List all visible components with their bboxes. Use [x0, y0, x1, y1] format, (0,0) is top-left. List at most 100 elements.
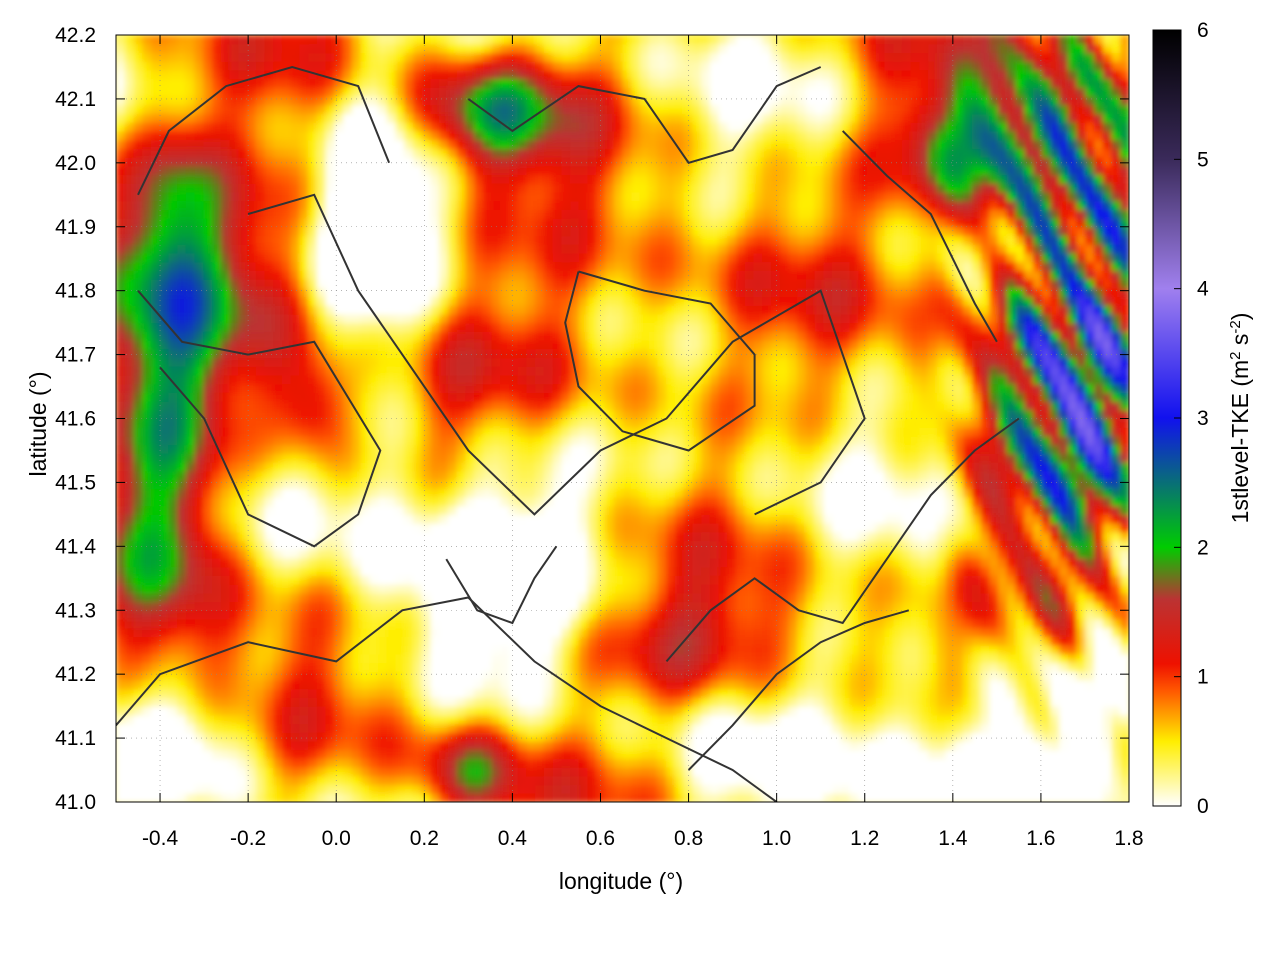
heatmap-cell	[587, 531, 597, 542]
heatmap-cell	[893, 566, 903, 576]
heatmap-cell	[185, 514, 196, 524]
heatmap-cell	[290, 610, 300, 620]
heatmap-cell	[334, 514, 344, 524]
heatmap-cell	[963, 679, 973, 690]
heatmap-cell	[867, 714, 877, 725]
heatmap-cell	[124, 505, 135, 515]
heatmap-cell	[273, 488, 283, 498]
heatmap-cell	[631, 740, 641, 751]
heatmap-cell	[631, 784, 641, 794]
heatmap-cell	[343, 706, 353, 716]
heatmap-cell	[281, 653, 292, 664]
heatmap-cell	[998, 740, 1008, 751]
heatmap-cell	[980, 488, 990, 498]
heatmap-cell	[805, 601, 816, 611]
heatmap-cell	[133, 488, 143, 498]
heatmap-cell	[989, 584, 999, 594]
heatmap-cell	[762, 653, 772, 664]
heatmap-cell	[543, 706, 554, 716]
heatmap-cell	[919, 601, 929, 611]
heatmap-cell	[412, 784, 423, 794]
heatmap-cell	[648, 732, 659, 742]
heatmap-cell	[491, 453, 501, 463]
heatmap-cell	[814, 749, 824, 760]
heatmap-cell	[220, 453, 231, 463]
heatmap-cell	[351, 592, 362, 603]
heatmap-cell	[526, 435, 536, 446]
heatmap-cell	[1050, 462, 1060, 472]
heatmap-cell	[552, 575, 562, 585]
heatmap-cell	[177, 610, 187, 620]
heatmap-cell	[744, 758, 755, 768]
heatmap-cell	[596, 706, 606, 716]
plot-area	[116, 35, 1129, 802]
heatmap-cell	[596, 740, 606, 751]
heatmap-cell	[369, 732, 379, 742]
heatmap-cell	[893, 557, 903, 568]
heatmap-cell	[238, 575, 248, 585]
heatmap-cell	[142, 514, 152, 524]
heatmap-cell	[421, 444, 431, 454]
heatmap-cell	[928, 523, 938, 533]
heatmap-cell	[805, 723, 816, 733]
heatmap-cell	[639, 714, 650, 725]
heatmap-cell	[701, 714, 711, 725]
heatmap-cell	[447, 531, 458, 542]
heatmap-cell	[936, 540, 947, 550]
heatmap-cell	[709, 784, 720, 794]
heatmap-cell	[858, 470, 868, 481]
heatmap-cell	[203, 601, 213, 611]
heatmap-cell	[1015, 671, 1025, 681]
heatmap-cell	[788, 784, 798, 794]
heatmap-cell	[430, 618, 440, 629]
heatmap-cell	[701, 566, 711, 576]
heatmap-cell	[875, 444, 886, 454]
heatmap-cell	[613, 540, 624, 550]
heatmap-cell	[281, 496, 292, 507]
heatmap-cell	[447, 496, 458, 507]
heatmap-cell	[578, 758, 589, 768]
heatmap-cell	[779, 723, 790, 733]
heatmap-cell	[718, 496, 728, 507]
heatmap-cell	[840, 723, 851, 733]
heatmap-cell	[177, 679, 187, 690]
heatmap-cell	[412, 435, 423, 446]
heatmap-cell	[1102, 592, 1113, 603]
heatmap-cell	[351, 793, 362, 802]
heatmap-cell	[1015, 653, 1025, 664]
heatmap-cell	[238, 531, 248, 542]
heatmap-cell	[692, 653, 702, 664]
heatmap-cell	[779, 793, 790, 802]
heatmap-cell	[919, 636, 929, 646]
heatmap-cell	[386, 653, 397, 664]
heatmap-cell	[430, 601, 440, 611]
heatmap-cell	[351, 435, 362, 446]
heatmap-cell	[971, 549, 982, 559]
heatmap-cell	[797, 749, 807, 760]
heatmap-cell	[360, 740, 370, 751]
heatmap-cell	[1120, 653, 1129, 664]
heatmap-cell	[849, 653, 859, 664]
heatmap-cell	[255, 775, 266, 786]
heatmap-cell	[683, 566, 693, 576]
heatmap-cell	[578, 453, 589, 463]
heatmap-cell	[133, 706, 143, 716]
heatmap-cell	[194, 618, 204, 629]
heatmap-cell	[570, 653, 580, 664]
heatmap-cell	[386, 697, 397, 707]
heatmap-cell	[788, 488, 798, 498]
heatmap-cell	[736, 435, 746, 446]
heatmap-cell	[631, 636, 641, 646]
heatmap-cell	[133, 749, 143, 760]
heatmap-cell	[832, 496, 842, 507]
heatmap-cell	[369, 723, 379, 733]
heatmap-cell	[439, 688, 449, 699]
heatmap-cell	[570, 496, 580, 507]
heatmap-cell	[980, 496, 990, 507]
heatmap-cell	[430, 592, 440, 603]
heatmap-cell	[1067, 732, 1078, 742]
heatmap-cell	[762, 671, 772, 681]
heatmap-cell	[1032, 575, 1043, 585]
heatmap-cell	[753, 645, 763, 655]
heatmap-cell	[797, 470, 807, 481]
